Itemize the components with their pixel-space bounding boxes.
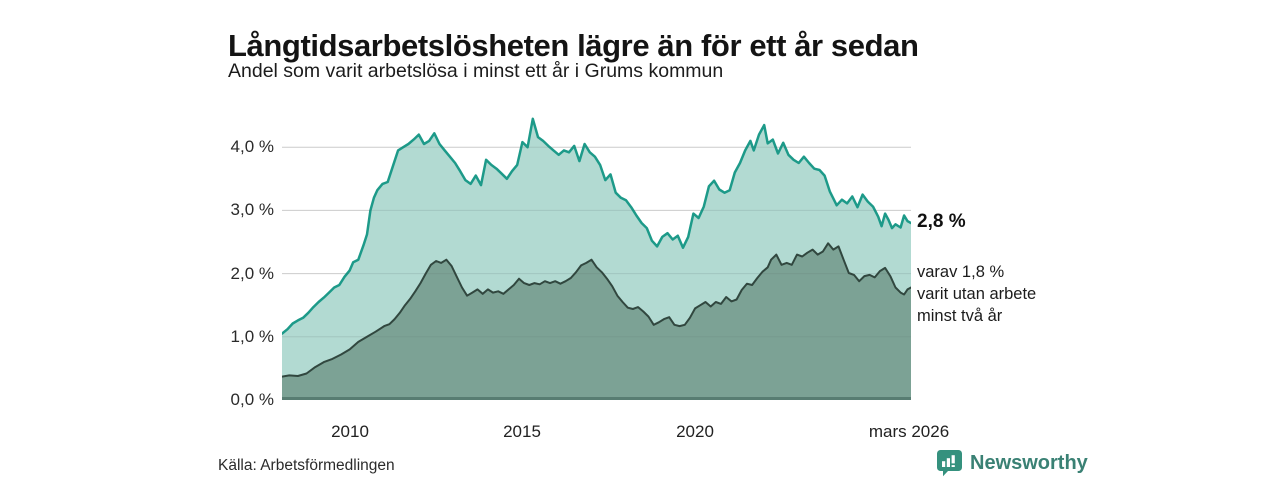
area-chart-plot bbox=[282, 117, 911, 400]
newsworthy-wordmark: Newsworthy bbox=[970, 451, 1088, 474]
x-axis-tick-2020: 2020 bbox=[676, 422, 714, 441]
y-axis-tick-4pct: 4,0 % bbox=[230, 137, 274, 156]
page-title: Långtidsarbetslösheten lägre än för ett … bbox=[228, 27, 919, 63]
y-axis-tick-1pct: 1,0 % bbox=[230, 327, 274, 346]
x-axis-tick-2010: 2010 bbox=[331, 422, 369, 441]
y-axis-tick-0pct: 0,0 % bbox=[230, 390, 274, 409]
x-axis-tick-2015: 2015 bbox=[503, 422, 541, 441]
y-axis-tick-2pct: 2,0 % bbox=[230, 264, 274, 283]
latest-value-label: 2,8 % bbox=[917, 211, 966, 232]
newsworthy-logo-link[interactable]: Newsworthy bbox=[936, 449, 1088, 477]
y-axis-tick-3pct: 3,0 % bbox=[230, 200, 274, 219]
latest-breakdown-label: varav 1,8 % varit utan arbete minst två … bbox=[917, 263, 1037, 325]
x-axis-tick-mars-2026: mars 2026 bbox=[868, 422, 950, 441]
source-attribution: Källa: Arbetsförmedlingen bbox=[218, 457, 395, 474]
newsworthy-speech-bubble-barchart-icon bbox=[937, 450, 962, 477]
chart-subtitle: Andel som varit arbetslösa i minst ett å… bbox=[228, 60, 724, 82]
